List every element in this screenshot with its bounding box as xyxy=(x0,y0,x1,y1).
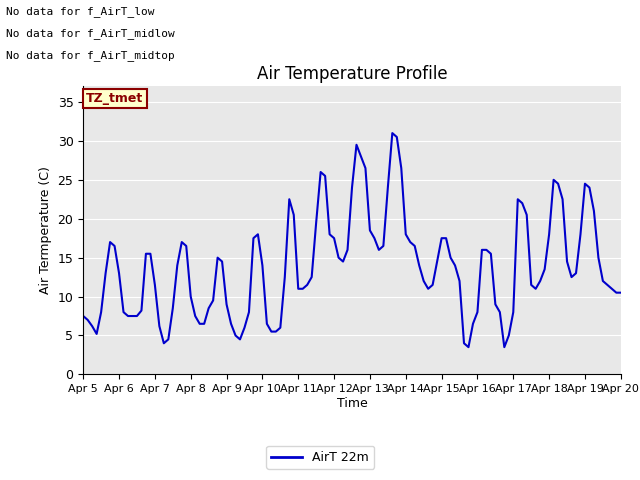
X-axis label: Time: Time xyxy=(337,397,367,410)
Y-axis label: Air Termperature (C): Air Termperature (C) xyxy=(39,167,52,294)
Text: No data for f_AirT_low: No data for f_AirT_low xyxy=(6,6,155,17)
Text: No data for f_AirT_midlow: No data for f_AirT_midlow xyxy=(6,28,175,39)
Legend: AirT 22m: AirT 22m xyxy=(266,446,374,469)
Title: Air Temperature Profile: Air Temperature Profile xyxy=(257,65,447,84)
Text: TZ_tmet: TZ_tmet xyxy=(86,92,143,105)
Text: No data for f_AirT_midtop: No data for f_AirT_midtop xyxy=(6,49,175,60)
